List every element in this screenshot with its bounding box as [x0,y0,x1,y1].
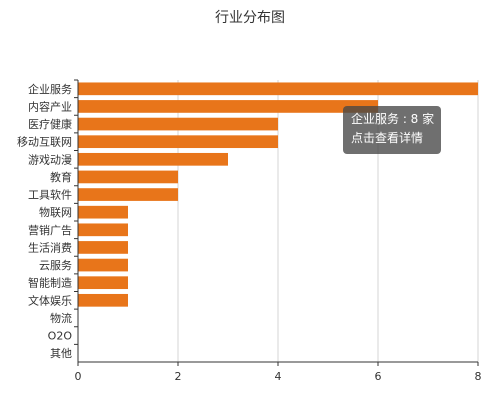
bar[interactable] [78,258,128,272]
category-label: 物联网 [39,205,72,219]
category-label: O2O [48,330,73,343]
bar[interactable] [78,100,378,113]
category-label: 其他 [50,347,72,360]
category-label: 营销广告 [28,223,72,237]
x-tick-label: 6 [375,370,382,383]
category-label: 智能制造 [28,276,72,290]
chart-tooltip: 企业服务 : 8 家 点击查看详情 [343,106,441,154]
bar[interactable] [78,170,178,184]
bar[interactable] [78,241,128,254]
tooltip-detail-link[interactable]: 点击查看详情 [351,131,424,145]
chart-title: 行业分布图 [215,10,285,26]
bar[interactable] [78,135,278,149]
bar[interactable] [78,223,128,237]
category-label: 工具软件 [28,188,72,202]
category-label: 生活消费 [28,240,72,254]
category-label: 医疗健康 [28,117,72,131]
x-tick-label: 8 [475,370,482,383]
tooltip-value-line: 企业服务 : 8 家 [351,112,435,126]
bar[interactable] [78,82,478,96]
axes: 0 2 4 6 8 企业服务内容产业医疗健康移动互联网游戏动漫教育工具软件物联网营销广告生… [17,79,482,383]
bar[interactable] [78,188,178,201]
bars [78,82,478,307]
category-label: 游戏动漫 [28,152,72,166]
bar[interactable] [78,152,228,166]
category-label: 企业服务 [28,82,72,96]
bar[interactable] [78,293,128,307]
category-label: 云服务 [39,259,72,272]
bar[interactable] [78,117,278,131]
category-label: 移动互联网 [17,136,72,149]
category-label: 教育 [50,170,72,184]
x-tick-label: 2 [175,370,182,383]
x-tick-label: 0 [75,370,82,383]
bar[interactable] [78,205,128,219]
bar[interactable] [78,276,128,290]
category-label: 物流 [50,311,72,325]
x-tick-label: 4 [275,370,282,383]
category-label: 内容产业 [28,99,72,113]
category-label: 文体娱乐 [28,293,72,307]
